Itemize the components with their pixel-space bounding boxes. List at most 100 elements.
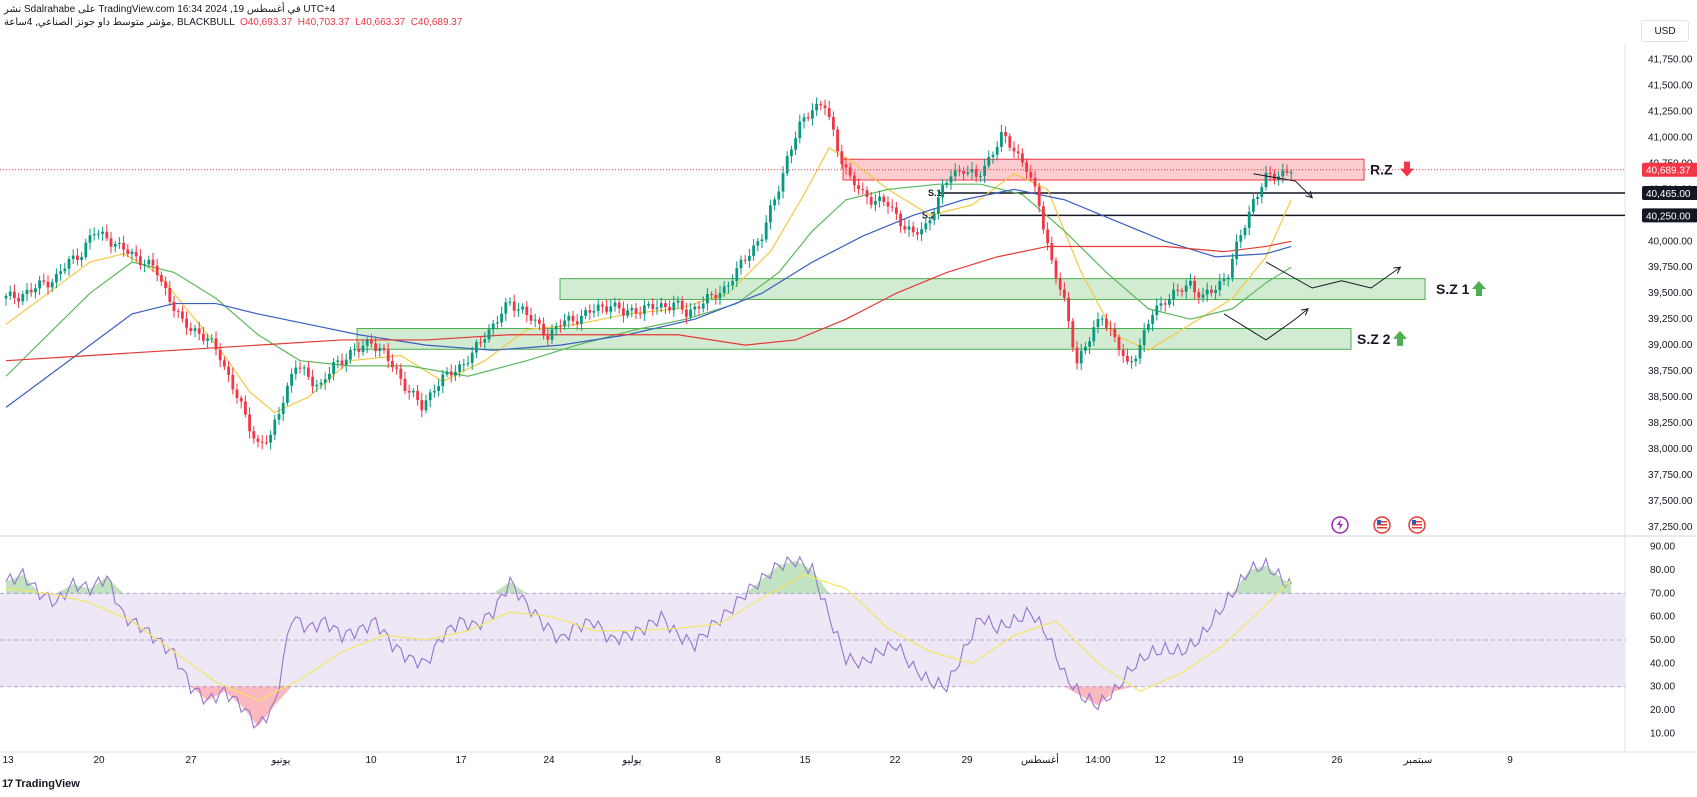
price-tick-label: 37,750.00 [1648,470,1693,481]
candle-body [764,222,768,240]
candle-body [559,326,562,328]
candle-body [1243,227,1247,236]
candle-body [958,170,961,172]
candle-body [1189,280,1192,286]
candle-body [227,366,230,375]
candle-body [554,326,558,330]
candle-body [235,389,239,398]
rsi-tick-label: 40.00 [1650,658,1675,669]
candle-body [861,188,865,191]
candle-body [874,201,877,205]
candle-body [790,149,793,157]
candle-body [17,297,20,302]
candle-body [1142,329,1146,345]
candle-body [970,168,974,173]
candle-body [84,242,88,257]
us-flag-icon[interactable] [1408,516,1426,534]
price-tick-label: 37,250.00 [1648,522,1693,533]
currency-unit-button[interactable]: USD [1641,20,1689,42]
candle-body [155,265,159,276]
us-flag-icon[interactable] [1373,516,1391,534]
ma-fast-yellow [5,146,1292,414]
candle-body [1235,241,1238,260]
candle-body [1231,259,1234,278]
candle-body [420,400,424,411]
tradingview-logo: 17 TradingView [2,778,80,790]
candle-body [722,286,726,294]
candle-body [865,190,869,198]
candle-body [773,199,776,206]
candle-body [596,304,600,311]
price-tick-label: 38,000.00 [1648,444,1693,455]
candle-body [50,282,54,288]
candle-body [609,306,613,312]
candle-body [1084,346,1087,351]
candle-body [769,205,772,223]
candle-body [25,289,29,295]
time-tick-label: 14:00 [1085,755,1110,766]
candle-body [302,367,306,369]
time-tick-label: 22 [889,755,901,766]
candle-body [286,385,289,403]
candle-body [1121,350,1125,356]
candle-body [1126,355,1129,362]
time-tick-label: 12 [1154,755,1166,766]
candle-body [895,207,898,214]
price-tick-label: 38,250.00 [1648,418,1693,429]
candle-body [454,371,457,376]
candle-body [920,229,923,235]
time-tick-label: 27 [185,755,197,766]
candle-body [466,362,470,365]
candle-body [483,339,487,343]
candle-body [580,315,583,324]
candle-body [386,350,390,362]
candle-body [151,259,155,266]
candle-body [710,294,713,296]
rsi-tick-label: 20.00 [1650,705,1675,716]
candle-body [1096,319,1100,328]
candle-body [1176,289,1180,291]
candle-body [844,164,848,168]
time-tick-label: 20 [93,755,105,766]
time-tick-label: 13 [2,755,14,766]
candle-body [1063,289,1066,298]
time-tick-label: 9 [1507,755,1513,766]
candle-body [533,319,537,321]
candle-body [701,303,705,309]
candle-body [1239,235,1243,242]
candle-body [67,259,71,269]
candle-body [311,376,314,387]
candle-body [731,281,734,286]
projection-path [1223,308,1309,341]
candle-body [1008,136,1012,148]
candle-body [122,242,125,250]
candle-body [949,176,953,183]
time-tick-label: يوليو [621,755,641,766]
tradingview-logo-text: TradingView [15,778,80,790]
rsi-tick-label: 60.00 [1650,612,1675,623]
zone-label: R.Z [1370,162,1393,178]
candle-body [378,348,382,352]
candle-body [1168,299,1171,305]
candle-body [1260,187,1264,197]
candle-body [1105,318,1108,328]
level-name: S.2 [922,210,936,220]
rsi-oversold-fill [190,686,208,701]
candle-body [328,373,331,380]
candle-body [365,340,369,346]
candle-body [59,271,62,274]
candle-body [525,306,529,316]
projection-arrowhead [1393,266,1402,274]
candle-body [1079,350,1083,364]
candle-body [449,371,453,376]
candle-body [1021,153,1024,163]
candle-body [668,306,671,311]
rsi-overbought-fill [1282,579,1292,594]
candle-body [462,364,466,366]
bolt-icon[interactable] [1331,516,1349,534]
candle-body [260,441,264,443]
close-value: C40,689.37 [410,17,463,28]
candle-body [966,172,970,174]
candle-body [248,414,251,432]
